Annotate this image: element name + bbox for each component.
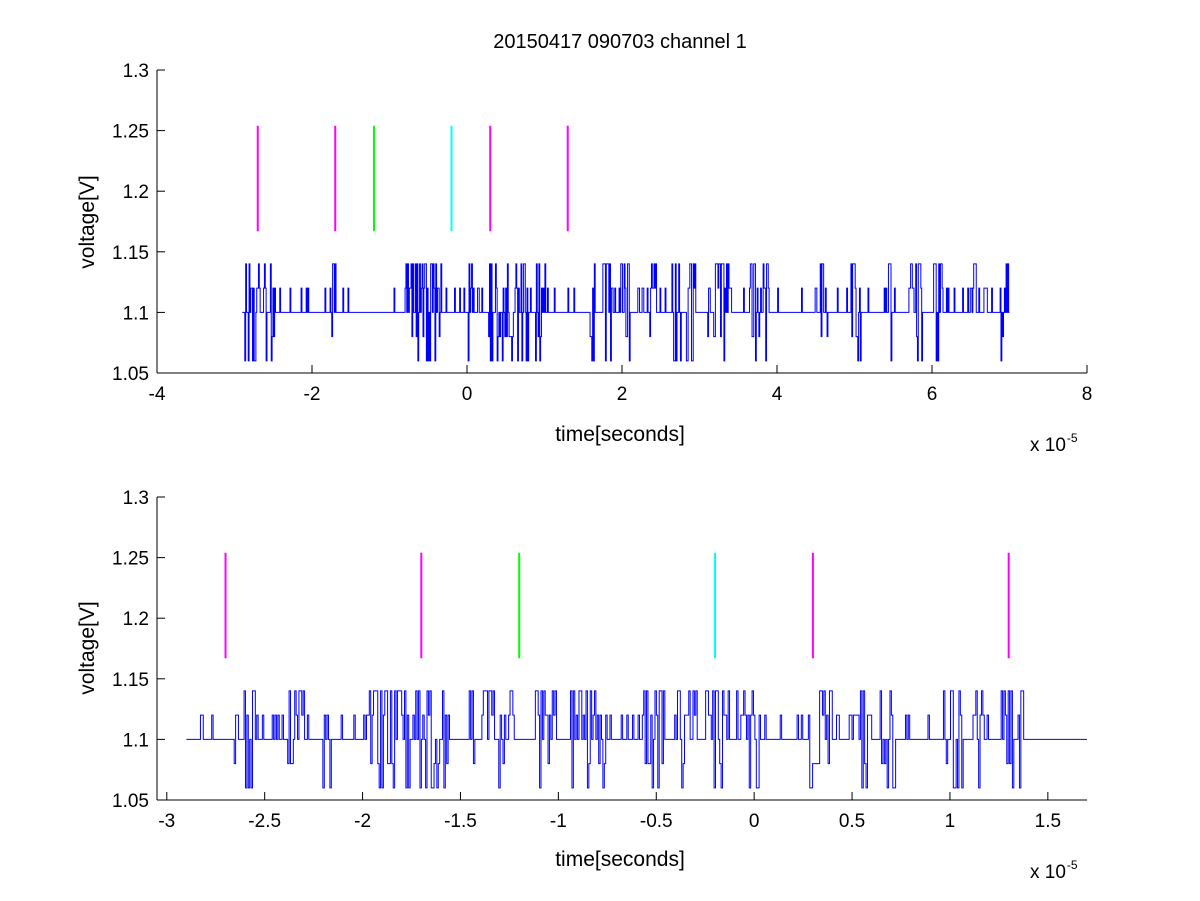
x-tick-label-top-4: 4 xyxy=(772,384,783,405)
event-markers-top xyxy=(256,125,569,232)
event-markers-bottom xyxy=(224,552,1010,659)
y-tick-label-bottom-2: 1.15 xyxy=(112,670,149,691)
x-multiplier-exp-top: -5 xyxy=(1067,431,1078,445)
x-tick-label-top-1: -2 xyxy=(304,384,321,405)
x-tick-label-bottom-4: -1 xyxy=(550,811,567,832)
x-tick-label-top-3: 2 xyxy=(617,384,628,405)
y-tick-label-bottom-3: 1.2 xyxy=(123,609,149,630)
x-tick-label-bottom-2: -2 xyxy=(354,811,371,832)
x-axis-label-bottom: time[seconds] xyxy=(555,848,685,871)
y-tick-label-top-5: 1.3 xyxy=(123,61,149,82)
x-tick-label-bottom-7: 0.5 xyxy=(839,811,865,832)
axes-top: -4 -2 0 2 4 6 8 1.05 1.1 1.15 1.2 1.25 1.3 xyxy=(112,61,1092,405)
x-multiplier-base-top: x 10 xyxy=(1030,435,1066,456)
y-tick-label-top-4: 1.25 xyxy=(112,122,149,143)
signal-trace-top xyxy=(242,263,1010,362)
y-tick-label-top-2: 1.15 xyxy=(112,243,149,264)
signal-series-top xyxy=(242,263,1010,362)
x-tick-label-top-2: 0 xyxy=(462,384,473,405)
x-multiplier-bottom: x 10-5 xyxy=(1030,858,1078,883)
y-tick-label-bottom-0: 1.05 xyxy=(112,791,149,812)
y-tick-label-top-0: 1.05 xyxy=(112,364,149,385)
y-tick-label-top-3: 1.2 xyxy=(123,182,149,203)
x-tick-label-bottom-8: 1 xyxy=(945,811,956,832)
x-multiplier-exp-bottom: -5 xyxy=(1067,858,1078,872)
x-tick-label-bottom-1: -2.5 xyxy=(248,811,281,832)
x-multiplier-top: x 10-5 xyxy=(1030,431,1078,456)
signal-series-bottom xyxy=(186,690,1087,789)
x-axis-label-top: time[seconds] xyxy=(555,423,685,446)
plot-bottom: -3 -2.5 -2 -1.5 -1 -0.5 0 0.5 1 1.5 1.05 1.1 1.15 1.2… xyxy=(76,488,1087,883)
x-tick-label-bottom-0: -3 xyxy=(158,811,175,832)
x-tick-label-bottom-5: -0.5 xyxy=(640,811,673,832)
figure-title: 20150417 090703 channel 1 xyxy=(493,31,747,53)
x-tick-label-top-0: -4 xyxy=(149,384,166,405)
x-tick-label-bottom-6: 0 xyxy=(749,811,760,832)
plot-top: -4 -2 0 2 4 6 8 1.05 1.1 1.15 1.2 1.25 1.3 time[seco… xyxy=(76,61,1092,456)
x-multiplier-base-bottom: x 10 xyxy=(1030,862,1066,883)
y-tick-label-bottom-1: 1.1 xyxy=(123,730,149,751)
axes-bottom: -3 -2.5 -2 -1.5 -1 -0.5 0 0.5 1 1.5 1.05 1.1 1.15 1.2… xyxy=(112,488,1087,832)
y-tick-label-bottom-5: 1.3 xyxy=(123,488,149,509)
y-axis-label-top: voltage[V] xyxy=(76,175,99,268)
x-tick-label-top-6: 8 xyxy=(1082,384,1093,405)
y-axis-label-bottom: voltage[V] xyxy=(76,601,99,694)
x-tick-label-bottom-9: 1.5 xyxy=(1035,811,1061,832)
x-tick-label-bottom-3: -1.5 xyxy=(444,811,477,832)
y-tick-label-bottom-4: 1.25 xyxy=(112,549,149,570)
signal-trace-bottom xyxy=(186,690,1087,789)
y-tick-label-top-1: 1.1 xyxy=(123,303,149,324)
x-tick-label-top-5: 6 xyxy=(927,384,938,405)
